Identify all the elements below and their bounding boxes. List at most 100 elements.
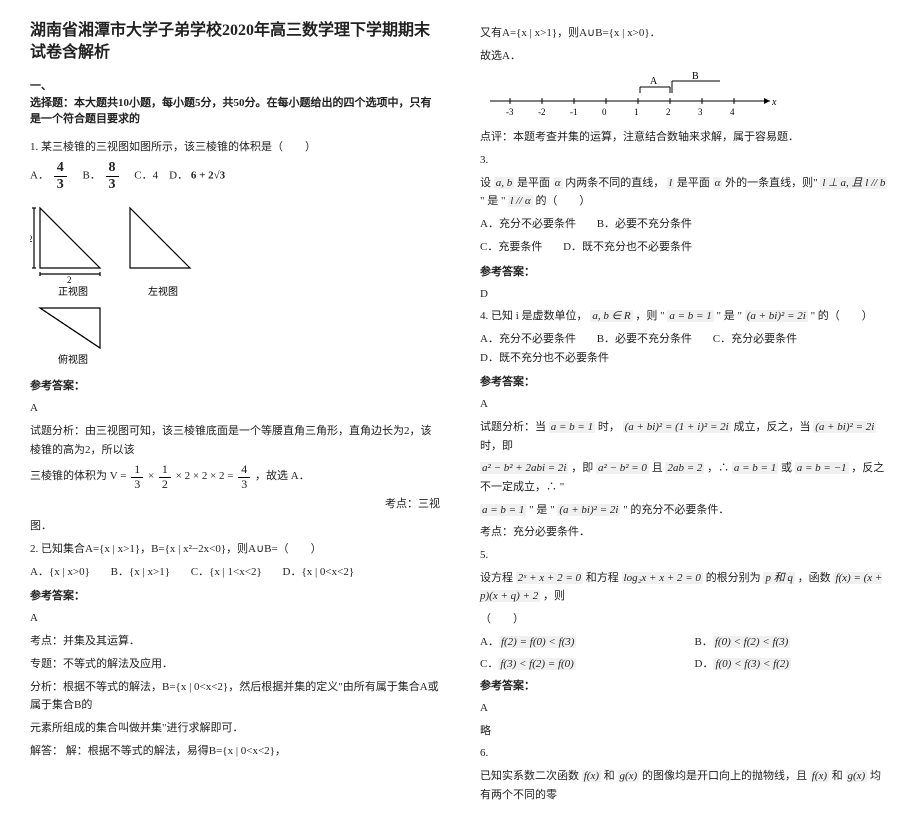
t: 且: [652, 462, 663, 474]
t: " 的（ ）: [811, 310, 873, 322]
q2-optA: A．{x | x>0}: [30, 566, 90, 578]
q2-optC: C．{x | 1<x<2}: [191, 566, 262, 578]
q5-optC: f(3) < f(2) = f(0): [498, 658, 576, 670]
txt: ×: [148, 471, 157, 483]
m: (a + bi)² = 2i: [557, 504, 620, 516]
r-line1: 又有A={x | x>1}，则A∪B={x | x>0}．: [480, 24, 890, 43]
q3-ans: D: [480, 285, 890, 304]
t: 是平面: [677, 177, 710, 189]
q4-c1: a = b = 1: [667, 310, 713, 322]
q1-three-views: 2 2 正视图 左视图 俯视图: [30, 198, 440, 371]
q3-stem: 设 a, b 是平面 α 内两条不同的直线， l 是平面 α 外的一条直线，则"…: [480, 174, 890, 211]
svg-text:2: 2: [67, 275, 72, 285]
t: 内两条不同的直线，: [565, 177, 664, 189]
svg-text:1: 1: [634, 107, 639, 117]
q5-ans: A: [480, 699, 890, 718]
t: 外的一条直线，则": [725, 177, 818, 189]
frac-num: 8: [106, 160, 119, 176]
part1-instruction: 选择题：本大题共10小题，每小题5分，共50分。在每小题给出的四个选项中，只有是…: [30, 95, 440, 128]
q5-options: A．f(2) = f(0) < f(3) B．f(0) < f(2) < f(3…: [480, 633, 890, 671]
svg-text:-2: -2: [538, 107, 546, 117]
q2-ans-label: 参考答案：: [30, 587, 440, 603]
svg-text:4: 4: [730, 107, 735, 117]
m: 2ab = 2: [665, 462, 704, 474]
r-line2: 故选A．: [480, 47, 890, 66]
t: 试题分析：当: [480, 421, 546, 433]
q5-pq: p 和 q: [763, 572, 795, 584]
q1-optA-frac: 4 3: [54, 160, 67, 192]
t: " 的充分不必要条件．: [623, 504, 729, 516]
t: 设: [480, 177, 491, 189]
q2-kp: 考点：并集及其运算．: [30, 632, 440, 651]
q4-optC: C．充分必要条件: [713, 333, 797, 345]
q3-optA: A．充分不必要条件: [480, 218, 576, 230]
q5-optD: f(0) < f(3) < f(2): [713, 658, 791, 670]
q3-l: l: [667, 177, 674, 189]
q4-c2: (a + bi)² = 2i: [745, 310, 808, 322]
svg-text:-3: -3: [506, 107, 514, 117]
q5-brace: （ ）: [480, 610, 890, 629]
view-front-label: 正视图: [58, 285, 88, 298]
m: (a + bi)² = 2i: [813, 421, 876, 433]
m: a = b = 1: [732, 462, 778, 474]
svg-text:0: 0: [602, 107, 607, 117]
t: 或: [781, 462, 792, 474]
svg-text:2: 2: [30, 234, 33, 244]
q2-fx2: 元素所组成的集合叫做并集"进行求解即可．: [30, 719, 440, 738]
txt: × 2 × 2 × 2 =: [176, 471, 237, 483]
q4-kp: 考点：充分必要条件．: [480, 523, 890, 542]
t: " 是 ": [529, 504, 554, 516]
q3-cond: l ⊥ a, 且 l // b: [820, 177, 887, 189]
numline-B: B: [692, 71, 699, 82]
r-dp: 点评：本题考查并集的运算，注意结合数轴来求解，属于容易题．: [480, 128, 890, 147]
q4-stem: 4. 已知 i 是虚数单位， a, b ∈ R ，则 " a = b = 1 "…: [480, 307, 890, 326]
t: ，函数: [798, 572, 831, 584]
n: 1: [131, 463, 143, 477]
q5-ans-label: 参考答案：: [480, 677, 890, 693]
q1-stem: 1. 某三棱锥的三视图如图所示，该三棱锥的体积是（ ）: [30, 138, 440, 157]
svg-text:2: 2: [666, 107, 671, 117]
d: 2: [159, 478, 171, 491]
q6-g2: g(x): [846, 770, 868, 782]
t: 和: [604, 770, 615, 782]
q4-e3: a = b = 1 " 是 " (a + bi)² = 2i " 的充分不必要条…: [480, 501, 890, 520]
q5-stem: 设方程 2ˣ + x + 2 = 0 和方程 log₂x + x + 2 = 0…: [480, 569, 890, 606]
part1-label: 一、: [30, 77, 440, 93]
q6-num: 6.: [480, 744, 890, 763]
view-top-label: 俯视图: [58, 353, 88, 366]
q2-fx: 分析：根据不等式的解法，B={x | 0<x<2}，然后根据并集的定义"由所有属…: [30, 678, 440, 715]
q4-optA: A．充分不必要条件: [480, 333, 576, 345]
q1-optD-tail: 6 + 2√3: [191, 170, 225, 182]
numline-x: x: [771, 97, 777, 108]
q1-expl1: 试题分析：由三视图可知，该三棱锥底面是一个等腰直角三角形，直角边长为2，该棱锥的…: [30, 422, 440, 459]
q3-options-row1: A．充分不必要条件 B．必要不充分条件: [480, 215, 890, 234]
q1-optC: C．4 D．: [123, 170, 188, 182]
q3-ans-label: 参考答案：: [480, 263, 890, 279]
q3-ab: a, b: [494, 177, 515, 189]
svg-text:3: 3: [698, 107, 703, 117]
t: 时，即: [480, 440, 513, 452]
q2-optB: B．{x | x>1}: [111, 566, 170, 578]
q1-ans: A: [30, 399, 440, 418]
q3-concl: l // α: [508, 195, 532, 207]
t: ，则 ": [635, 310, 664, 322]
q1-ans-label: 参考答案：: [30, 377, 440, 393]
q1-optA-pre: A．: [30, 170, 49, 182]
t: 已知实系数二次函数: [480, 770, 579, 782]
q2-jd: 解答： 解：根据不等式的解法，易得B={x | 0<x<2}，: [30, 742, 440, 761]
q6-f2: f(x): [810, 770, 829, 782]
t: ，则: [543, 590, 565, 602]
t: 和方程: [586, 572, 619, 584]
q3-num: 3.: [480, 151, 890, 170]
t: 和: [832, 770, 843, 782]
q3-optC: C．充要条件: [480, 241, 542, 253]
d: 3: [238, 478, 250, 491]
q5-note: 略: [480, 722, 890, 741]
q4-ans: A: [480, 395, 890, 414]
q6-f: f(x): [582, 770, 601, 782]
q6-stem: 已知实系数二次函数 f(x) 和 g(x) 的图像均是开口向上的抛物线，且 f(…: [480, 767, 890, 804]
m: a = b = −1: [795, 462, 849, 474]
page-title: 湖南省湘潭市大学子弟学校2020年高三数学理下学期期末试卷含解析: [30, 20, 440, 65]
q1-expl2: 三棱锥的体积为 V = 13 × 12 × 2 × 2 × 2 = 43 ，故选…: [30, 463, 440, 490]
t: 的图像均是开口向上的抛物线，且: [642, 770, 807, 782]
